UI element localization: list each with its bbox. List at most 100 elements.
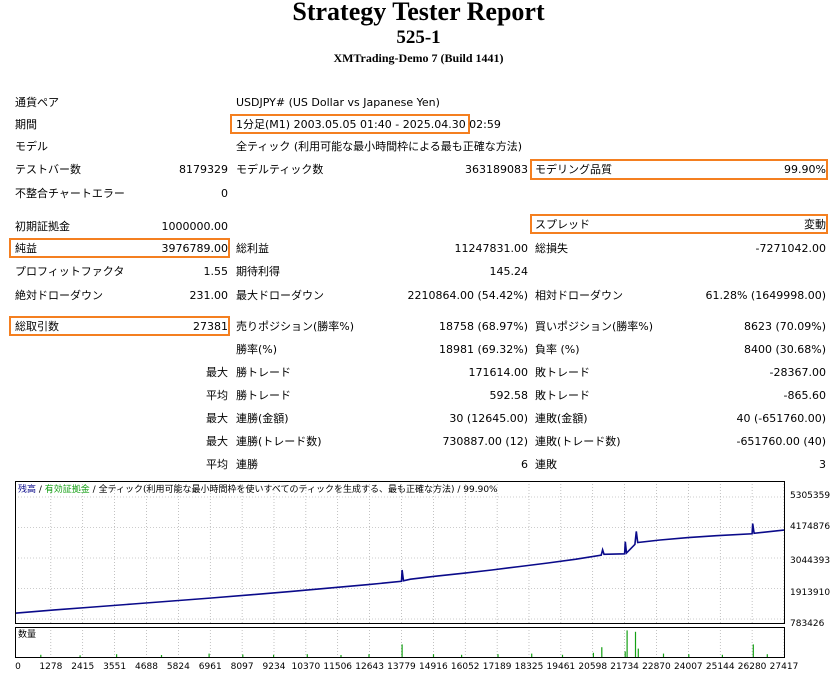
bars-label: テストバー数: [15, 163, 81, 176]
x-tick-label: 18325: [514, 662, 544, 672]
bars-value: 8179329: [179, 163, 228, 176]
volume-bar: [368, 654, 370, 657]
expected-value: 145.24: [489, 265, 529, 278]
largest-win-label: 勝トレード: [236, 366, 291, 379]
volume-bar: [340, 655, 342, 657]
report-subtitle: 525-1: [396, 27, 441, 48]
gross-profit-value: 11247831.00: [454, 242, 528, 255]
period-highlight: [230, 114, 470, 134]
volume-chart-frame: [15, 627, 785, 658]
x-tick-label: 22870: [642, 662, 671, 672]
x-tick-label: 17189: [482, 662, 512, 672]
long-value: 8623 (70.09%): [743, 320, 826, 333]
rel-dd-label: 相対ドローダウン: [535, 289, 623, 302]
net-value: 3976789.00: [161, 242, 228, 255]
largest-win-value: 171614.00: [468, 366, 529, 379]
short-value: 18758 (68.97%): [438, 320, 528, 333]
volume-bar: [306, 654, 308, 657]
x-tick-label: 1278: [39, 662, 63, 672]
cons-trades-row-prefix: 最大: [206, 435, 228, 448]
largest-loss-value: -28367.00: [769, 366, 826, 379]
volume-bar: [637, 648, 639, 657]
balance-chart: [15, 481, 784, 623]
server-build: XMTrading-Demo 7 (Build 1441): [333, 51, 504, 65]
symbol-value: USDJPY# (US Dollar vs Japanese Yen): [236, 96, 440, 109]
x-tick-label: 2415: [71, 662, 95, 672]
x-tick-label: 16052: [450, 662, 480, 672]
cons-losses-label: 連敗(金額): [535, 412, 588, 425]
errors-label: 不整合チャートエラー: [15, 187, 125, 200]
spread-highlight: [530, 214, 828, 234]
chart-legend: 残高 / 有効証拠金 / 全ティック(利用可能な最小時間枠を使いすべてのティック…: [18, 485, 498, 496]
abs-dd-value: 231.00: [189, 289, 229, 302]
volume-bar: [626, 630, 628, 657]
short-label: 売りポジション(勝率%): [236, 320, 355, 333]
avg-cons-losses-label: 連敗: [535, 458, 557, 471]
avg-loss-label: 敗トレード: [535, 389, 590, 402]
cons-losses-value: 40 (-651760.00): [736, 412, 826, 425]
volume-bar: [721, 654, 723, 657]
volume-bar: [40, 654, 42, 657]
volume-label: 数量: [18, 630, 37, 640]
balance-line: [15, 523, 784, 614]
avg-loss-value: -865.60: [783, 389, 826, 402]
y-tick-label: 783426: [790, 619, 825, 629]
gross-profit-label: 総利益: [236, 242, 269, 255]
volume-chart: [15, 627, 784, 657]
trades-label: 総取引数: [15, 320, 59, 333]
volume-bar: [461, 654, 463, 657]
errors-value: 0: [221, 187, 228, 200]
x-tick-label: 12643: [355, 662, 384, 672]
win-value: 18981 (69.32%): [438, 343, 528, 356]
x-tick-label: 11506: [323, 662, 353, 672]
volume-bar: [601, 647, 603, 657]
x-tick-label: 9234: [262, 662, 286, 672]
x-tick-label: 8097: [230, 662, 254, 672]
net-highlight: [9, 238, 230, 258]
volume-bar: [160, 655, 163, 657]
volume-bar: [432, 654, 435, 657]
avg-row-prefix: 平均: [206, 389, 228, 402]
volume-bar: [752, 644, 754, 657]
x-tick-label: 20598: [578, 662, 608, 672]
volume-bar: [116, 654, 118, 657]
deposit-label: 初期証拠金: [15, 220, 70, 233]
rel-dd-value: 61.28% (1649998.00): [705, 289, 826, 302]
pf-label: プロフィットファクタ: [15, 265, 125, 278]
x-tick-label: 13779: [387, 662, 416, 672]
volume-bar: [561, 654, 564, 657]
period-label: 期間: [15, 118, 37, 131]
y-tick-label: 5305359: [790, 491, 831, 501]
balance-chart-frame: [15, 481, 785, 624]
report-title: Strategy Tester Report: [292, 0, 545, 26]
pf-value: 1.55: [203, 265, 229, 278]
x-tick-label: 6961: [198, 662, 222, 672]
x-tick-label: 26280: [737, 662, 767, 672]
volume-bar: [624, 651, 626, 657]
x-tick-label: 10370: [291, 662, 321, 672]
y-tick-label: 3044393: [790, 556, 831, 566]
y-tick-label: 4174876: [790, 522, 831, 532]
spread-label: スプレッド: [535, 218, 590, 231]
avg-win-value: 592.58: [489, 389, 529, 402]
cons-profit-value: 730887.00 (12): [442, 435, 528, 448]
spread-value: 変動: [804, 218, 826, 231]
volume-bar: [634, 631, 637, 657]
max-dd-label: 最大ドローダウン: [236, 289, 324, 302]
y-tick-label: 1913910: [790, 588, 831, 598]
legend-sep-2: /: [89, 485, 99, 495]
largest-row-prefix: 最大: [206, 366, 228, 379]
avg-cons-wins-label: 連勝: [236, 458, 258, 471]
x-tick-label: 27417: [769, 662, 799, 672]
trades-value: 27381: [193, 320, 228, 333]
abs-dd-label: 絶対ドローダウン: [15, 289, 103, 302]
gross-loss-label: 総損失: [535, 242, 568, 255]
volume-bar: [208, 653, 210, 657]
x-tick-label: 3551: [103, 662, 127, 672]
volume-bar: [531, 653, 533, 657]
cons-loss-label: 連敗(トレード数): [535, 435, 621, 448]
long-label: 買いポジション(勝率%): [535, 320, 654, 333]
volume-bar: [662, 653, 665, 657]
cons-wins-label: 連勝(金額): [236, 412, 289, 425]
avg-cons-row-prefix: 平均: [206, 458, 228, 471]
